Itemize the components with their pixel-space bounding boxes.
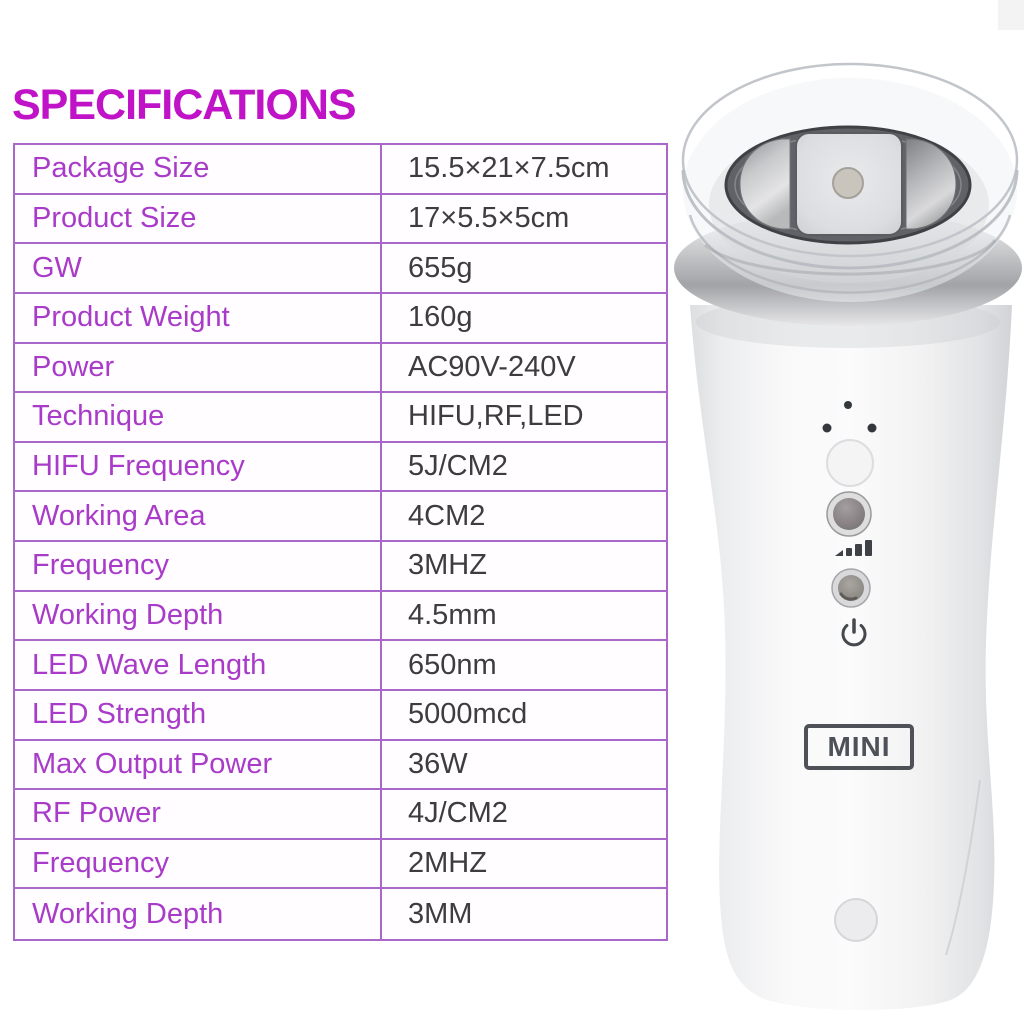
spec-row: Product Weight 160g [15,293,666,344]
spec-row: Working Area 4CM2 [15,492,666,542]
spec-label: Working Depth [32,598,224,631]
spec-label: Max Output Power [32,747,273,780]
spec-value: HIFU,RF,LED [380,393,666,441]
spec-value: 4.5mm [380,591,666,640]
body-crease [945,779,981,956]
chrome-band [674,210,1022,326]
device-body [690,296,1012,1010]
spec-label: Working Area [32,499,206,532]
spec-value: 17×5.5×5cm [380,194,666,243]
treatment-head [724,125,972,245]
center-emitter-dot [832,167,864,199]
spec-label: GW [32,251,82,284]
spec-label: Power [32,350,115,383]
transparent-cap [683,78,1017,302]
spec-value: 160g [380,293,666,342]
spec-value: AC90V-240V [380,343,666,392]
spec-row: GW 655g [15,244,666,294]
spec-value: 3MM [380,889,666,939]
spec-row: Package Size 15.5×21×7.5cm [15,145,666,195]
spec-row: LED Strength 5000mcd [15,690,666,741]
spec-value: 5J/CM2 [380,442,666,491]
spec-label: Technique [32,400,165,433]
spec-label: Product Weight [32,301,230,334]
flat-sensor-circle [826,439,874,487]
spec-value: 3MHZ [380,542,666,590]
spec-value: 5000mcd [380,690,666,739]
spec-row: Frequency 3MHZ [15,542,666,592]
spec-label: Frequency [32,847,170,880]
indicator-dots-icon [822,401,877,433]
mode-button [826,491,872,537]
spec-row: Product Size 17×5.5×5cm [15,194,666,245]
spec-row: Power AC90V-240V [15,343,666,394]
spec-value: 4J/CM2 [380,790,666,838]
page-title: SPECIFICATIONS [12,81,357,129]
spec-value: 36W [380,740,666,789]
spec-row: HIFU Frequency 5J/CM2 [15,442,666,493]
spec-value: 4CM2 [380,492,666,540]
spec-label: Package Size [32,152,210,185]
mini-logo: MINI [804,724,914,770]
spec-row: Technique HIFU,RF,LED [15,393,666,443]
scan-artifact-patch [998,0,1024,30]
intensity-level-icon [835,540,872,556]
spec-row: Working Depth 3MM [15,889,666,939]
spec-value: 15.5×21×7.5cm [380,145,666,193]
spec-label: LED Wave Length [32,648,267,681]
mini-logo-text: MINI [827,731,890,762]
left-electrode-pad [739,138,791,230]
spec-row: Frequency 2MHZ [15,839,666,890]
power-button [831,568,871,608]
product-photo: MINI [674,53,1022,1010]
spec-row: LED Wave Length 650nm [15,641,666,691]
spec-label: HIFU Frequency [32,450,245,483]
power-icon [841,618,867,647]
spec-row: Max Output Power 36W [15,740,666,791]
bottom-indent [834,898,878,942]
spec-label: Product Size [32,201,197,234]
spec-row: Working Depth 4.5mm [15,591,666,642]
spec-value: 650nm [380,641,666,689]
spec-value: 655g [380,244,666,292]
right-electrode-pad [905,138,957,230]
cap-glass-outline [681,53,1019,294]
spec-label: Frequency [32,549,170,582]
spec-table: Package Size 15.5×21×7.5cm Product Size … [13,143,668,941]
spec-value: 2MHZ [380,839,666,888]
center-ultrasound-plate [795,132,903,236]
spec-label: RF Power [32,797,161,830]
spec-row: RF Power 4J/CM2 [15,790,666,840]
spec-label: Working Depth [32,897,224,930]
spec-label: LED Strength [32,698,207,731]
